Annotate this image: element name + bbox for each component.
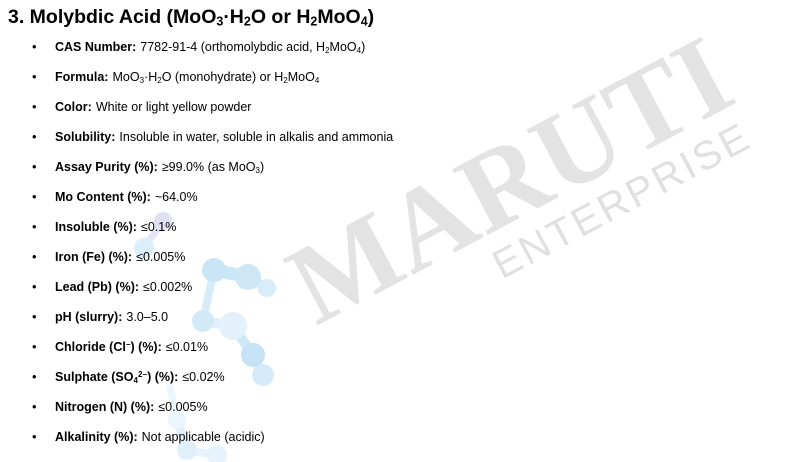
spec-list-item: • Color: White or light yellow powder xyxy=(0,92,393,122)
spec-label: Lead (Pb) (%): xyxy=(55,280,140,294)
bullet-marker: • xyxy=(32,159,37,174)
section-heading: 3. Molybdic Acid (MoO3·H2O or H2MoO4) xyxy=(8,6,375,29)
spec-label: Assay Purity (%): xyxy=(55,160,158,174)
spec-label: Nitrogen (N) (%): xyxy=(55,400,155,414)
spec-label: Insoluble (%): xyxy=(55,220,137,234)
bullet-marker: • xyxy=(32,399,37,414)
spec-value: ≤0.02% xyxy=(182,370,225,384)
spec-value: ≤0.01% xyxy=(165,340,209,354)
spec-label: Mo Content (%): xyxy=(55,190,151,204)
bullet-marker: • xyxy=(32,219,37,234)
spec-value: ≤0.005% xyxy=(158,400,208,414)
bullet-marker: • xyxy=(32,69,37,84)
spec-value: ~64.0% xyxy=(154,190,198,204)
spec-label: pH (slurry): xyxy=(55,310,123,324)
spec-label: Solubility: xyxy=(55,130,116,144)
bullet-marker: • xyxy=(32,39,37,54)
spec-list-item: • Chloride (Cl−) (%): ≤0.01% xyxy=(0,332,393,362)
spec-list-item: • Mo Content (%): ~64.0% xyxy=(0,182,393,212)
spec-value: Insoluble in water, soluble in alkalis a… xyxy=(119,130,394,144)
spec-value: ≤0.1% xyxy=(140,220,177,234)
spec-list-item: • Insoluble (%): ≤0.1% xyxy=(0,212,393,242)
spec-value: ≥99.0% (as MoO3) xyxy=(161,160,265,175)
bullet-marker: • xyxy=(32,189,37,204)
watermark-secondary-text: ENTERPRISE xyxy=(485,114,759,288)
bullet-marker: • xyxy=(32,339,37,354)
bullet-marker: • xyxy=(32,309,37,324)
bullet-marker: • xyxy=(32,429,37,444)
spec-value: White or light yellow powder xyxy=(95,100,252,114)
bullet-marker: • xyxy=(32,129,37,144)
spec-label: Iron (Fe) (%): xyxy=(55,250,133,264)
spec-list-item: • Formula: MoO3·H2O (monohydrate) or H2MoO… xyxy=(0,62,393,92)
spec-value: ≤0.005% xyxy=(136,250,186,264)
spec-label: CAS Number: xyxy=(55,40,137,54)
spec-list-item: • Sulphate (SO42−) (%): ≤0.02% xyxy=(0,362,393,392)
spec-value: ≤0.002% xyxy=(143,280,193,294)
spec-list-item: • pH (slurry): 3.0–5.0 xyxy=(0,302,393,332)
bullet-marker: • xyxy=(32,369,37,384)
spec-label: Formula: xyxy=(55,70,109,84)
bullet-marker: • xyxy=(32,249,37,264)
spec-list-item: • Solubility: Insoluble in water, soluble … xyxy=(0,122,393,152)
spec-label: Alkalinity (%): xyxy=(55,430,138,444)
spec-list-item: • CAS Number: 7782-91-4 (orthomolybdic aci… xyxy=(0,32,393,62)
spec-label: Color: xyxy=(55,100,92,114)
bullet-marker: • xyxy=(32,279,37,294)
spec-list-item: • Assay Purity (%): ≥99.0% (as MoO3) xyxy=(0,152,393,182)
spec-value: Not applicable (acidic) xyxy=(141,430,265,444)
spec-value: MoO3·H2O (monohydrate) or H2MoO4 xyxy=(112,70,320,85)
spec-list-item: • Iron (Fe) (%): ≤0.005% xyxy=(0,242,393,272)
bullet-marker: • xyxy=(32,99,37,114)
spec-value: 7782-91-4 (orthomolybdic acid, H2MoO4) xyxy=(140,40,366,55)
spec-list: • CAS Number: 7782-91-4 (orthomolybdic aci… xyxy=(0,32,393,452)
spec-value: 3.0–5.0 xyxy=(126,310,169,324)
spec-label: Chloride (Cl−) (%): xyxy=(55,340,162,354)
spec-list-item: • Nitrogen (N) (%): ≤0.005% xyxy=(0,392,393,422)
spec-list-item: • Lead (Pb) (%): ≤0.002% xyxy=(0,272,393,302)
spec-list-item: • Alkalinity (%): Not applicable (acidic) xyxy=(0,422,393,452)
spec-label: Sulphate (SO42−) (%): xyxy=(55,370,179,385)
